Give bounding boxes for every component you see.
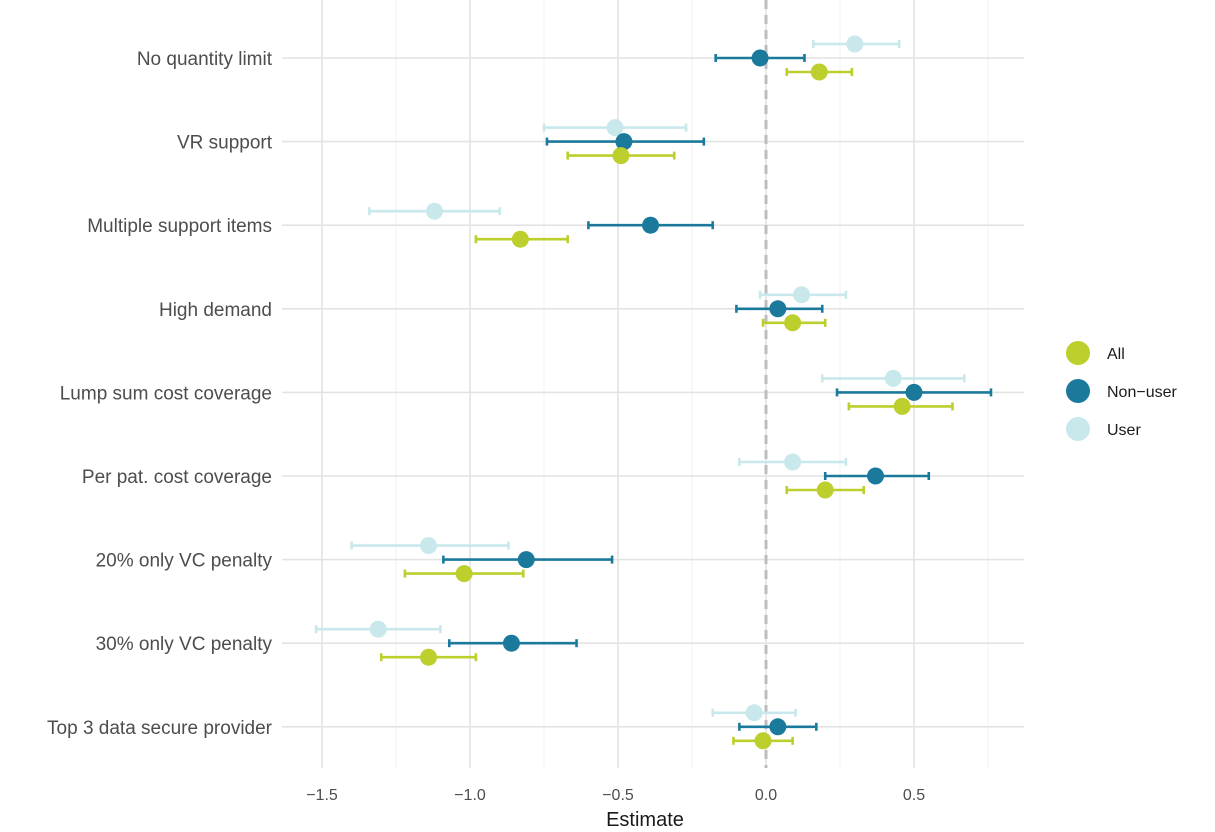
x-tick-label: 0.0	[755, 787, 777, 804]
estimate-point	[420, 648, 438, 666]
estimate-point	[846, 35, 864, 53]
estimate-point	[745, 704, 763, 722]
estimate-point	[816, 481, 834, 499]
estimate-point	[884, 369, 902, 387]
category-label: VR support	[177, 133, 273, 154]
estimate-point	[751, 49, 769, 67]
estimate-point	[769, 718, 787, 736]
estimate-point	[455, 565, 473, 583]
estimate-point	[517, 551, 535, 569]
category-label: 30% only VC penalty	[96, 634, 273, 655]
estimate-point	[420, 537, 438, 555]
category-label: 20% only VC penalty	[96, 551, 273, 572]
legend-key-point	[1066, 379, 1090, 403]
series-user	[314, 35, 966, 722]
legend-label: User	[1107, 422, 1141, 439]
estimate-point	[784, 314, 802, 332]
x-tick-label: −0.5	[602, 787, 634, 804]
series-non-user	[442, 49, 993, 736]
estimate-point	[511, 230, 529, 248]
estimate-point	[612, 147, 630, 165]
category-label: Top 3 data secure provider	[47, 718, 273, 739]
estimate-point	[793, 286, 811, 304]
estimate-point	[784, 453, 802, 471]
estimate-point	[867, 467, 885, 485]
estimate-point	[615, 133, 633, 151]
estimate-point	[369, 620, 387, 638]
legend: All Non−user User	[1066, 341, 1177, 441]
estimate-point	[642, 216, 660, 234]
legend-key-point	[1066, 341, 1090, 365]
x-axis-tick-labels: −1.5 −1.0 −0.5 0.0 0.5	[306, 787, 925, 804]
x-tick-label: −1.5	[306, 787, 338, 804]
category-label: No quantity limit	[137, 49, 273, 70]
legend-item: User	[1066, 417, 1141, 441]
estimate-point	[893, 397, 911, 415]
series-all	[379, 63, 954, 750]
estimate-point	[810, 63, 828, 81]
legend-label: All	[1107, 346, 1125, 363]
category-label: Multiple support items	[87, 216, 272, 237]
estimate-point	[754, 732, 772, 750]
x-tick-label: 0.5	[903, 787, 925, 804]
legend-key-point	[1066, 417, 1090, 441]
estimate-point	[425, 202, 443, 220]
legend-item: Non−user	[1066, 379, 1177, 403]
y-axis-category-labels: No quantity limit VR support Multiple supp…	[47, 49, 273, 739]
category-label: Per pat. cost coverage	[82, 467, 272, 488]
x-tick-label: −1.0	[454, 787, 486, 804]
data-marks	[314, 35, 993, 750]
x-axis-title: Estimate	[606, 809, 684, 831]
category-label: High demand	[159, 300, 272, 321]
estimate-point	[769, 300, 787, 318]
legend-label: Non−user	[1107, 384, 1177, 401]
legend-item: All	[1066, 341, 1125, 365]
estimate-point	[606, 119, 624, 137]
estimate-point	[905, 383, 923, 401]
category-label: Lump sum cost coverage	[60, 383, 272, 404]
estimate-point	[502, 634, 520, 652]
